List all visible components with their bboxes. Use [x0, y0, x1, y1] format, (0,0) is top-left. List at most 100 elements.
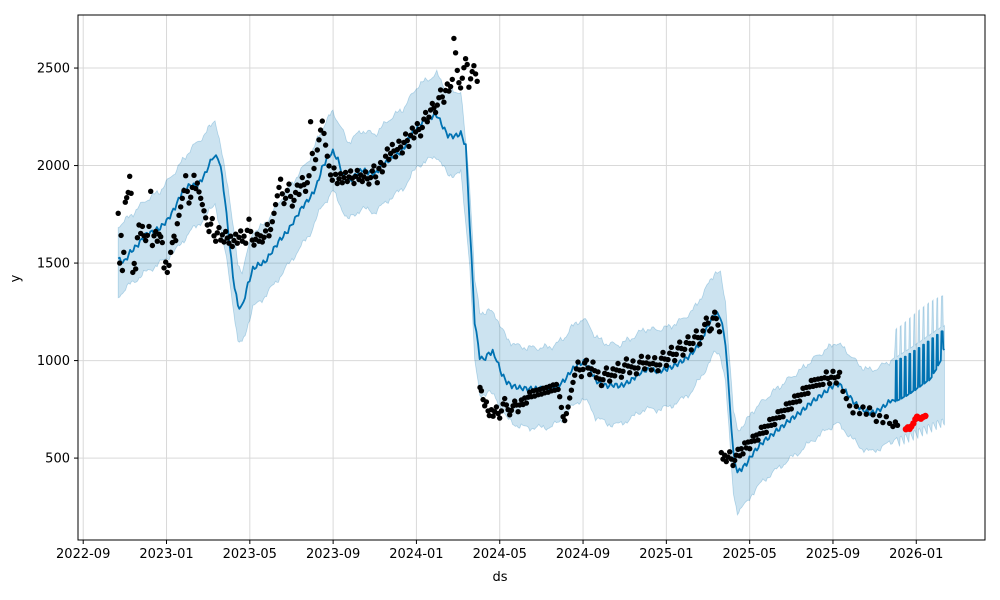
- observed-point: [665, 356, 671, 363]
- x-tick-label: 2025-05: [722, 547, 776, 562]
- observed-point: [755, 437, 761, 443]
- observed-point: [713, 315, 719, 322]
- observed-point: [558, 404, 565, 411]
- anomaly-point: [922, 412, 929, 420]
- observed-point: [515, 409, 521, 415]
- observed-point: [508, 407, 515, 413]
- observed-point: [690, 340, 696, 347]
- observed-point: [163, 259, 169, 265]
- observed-point: [467, 76, 474, 82]
- plot-border: [77, 14, 986, 541]
- observed-point: [276, 184, 282, 191]
- observed-point: [341, 174, 347, 181]
- observed-point: [299, 174, 305, 181]
- observed-point: [186, 200, 192, 206]
- observed-point: [464, 61, 470, 68]
- observed-point: [209, 215, 215, 222]
- observed-point: [354, 167, 360, 174]
- observed-point: [419, 124, 425, 131]
- observed-point: [685, 334, 691, 340]
- observed-point: [243, 240, 249, 246]
- observed-point: [188, 194, 194, 200]
- observed-point: [262, 228, 269, 234]
- observed-point: [397, 144, 404, 150]
- observed-point: [498, 408, 505, 414]
- observed-point: [372, 174, 379, 180]
- observed-point: [208, 221, 214, 227]
- observed-point: [863, 411, 869, 417]
- observed-point: [652, 355, 658, 361]
- observed-point: [399, 150, 405, 156]
- observed-point: [457, 85, 464, 91]
- observed-point: [327, 172, 334, 178]
- observed-point: [246, 216, 252, 222]
- observed-point: [134, 235, 141, 241]
- observed-point: [607, 378, 613, 384]
- observed-point: [595, 369, 601, 375]
- observed-point: [645, 354, 651, 360]
- observed-point: [174, 221, 180, 227]
- observed-point: [493, 404, 500, 410]
- observed-point: [342, 169, 349, 176]
- observed-point: [221, 239, 227, 245]
- observed-point: [369, 168, 375, 174]
- observed-point: [316, 137, 322, 143]
- observed-point: [158, 234, 164, 240]
- observed-point: [266, 233, 272, 239]
- observed-point: [723, 458, 729, 465]
- observed-point: [788, 406, 794, 412]
- observed-point: [128, 190, 134, 196]
- observed-point: [568, 387, 575, 393]
- observed-point: [833, 380, 839, 386]
- observed-point: [441, 99, 447, 105]
- y-axis-label: y: [8, 274, 24, 283]
- observed-point: [587, 371, 593, 378]
- observed-point: [279, 191, 285, 197]
- observed-point: [184, 188, 190, 194]
- observed-point: [727, 449, 733, 455]
- observed-point: [553, 381, 560, 388]
- observed-point: [359, 178, 365, 185]
- observed-point: [557, 394, 563, 400]
- observed-point: [219, 232, 225, 238]
- observed-point: [620, 368, 626, 374]
- observed-point: [409, 125, 415, 131]
- observed-point: [284, 187, 290, 194]
- observed-point: [703, 315, 709, 321]
- observed-point: [306, 173, 312, 179]
- observed-point: [214, 230, 220, 236]
- observed-point: [326, 163, 332, 169]
- observed-point: [164, 269, 170, 276]
- observed-point: [381, 162, 387, 168]
- observed-point: [860, 404, 866, 410]
- observed-point: [555, 386, 561, 393]
- observed-point: [191, 172, 197, 178]
- observed-point: [478, 388, 485, 394]
- observed-point: [698, 334, 704, 341]
- observed-point: [890, 423, 896, 430]
- observed-point: [835, 373, 841, 380]
- observed-point: [392, 154, 399, 160]
- observed-point: [178, 204, 184, 210]
- observed-point: [615, 360, 621, 367]
- observed-point: [422, 109, 429, 116]
- observed-point: [840, 388, 846, 395]
- observed-point: [856, 410, 863, 417]
- observed-point: [384, 146, 390, 152]
- observed-point: [660, 349, 666, 356]
- observed-point: [248, 228, 254, 235]
- observed-point: [374, 180, 380, 186]
- observed-point: [337, 171, 344, 177]
- observed-point: [575, 359, 581, 365]
- observed-point: [124, 195, 130, 201]
- observed-point: [228, 233, 234, 239]
- observed-point: [747, 446, 753, 452]
- observed-point: [635, 365, 641, 371]
- observed-point: [836, 369, 843, 375]
- observed-point: [286, 181, 292, 187]
- x-tick-label: 2024-05: [473, 547, 527, 562]
- observed-point: [826, 380, 833, 387]
- observed-point: [705, 320, 711, 326]
- observed-point: [843, 395, 849, 402]
- observed-point: [287, 193, 294, 200]
